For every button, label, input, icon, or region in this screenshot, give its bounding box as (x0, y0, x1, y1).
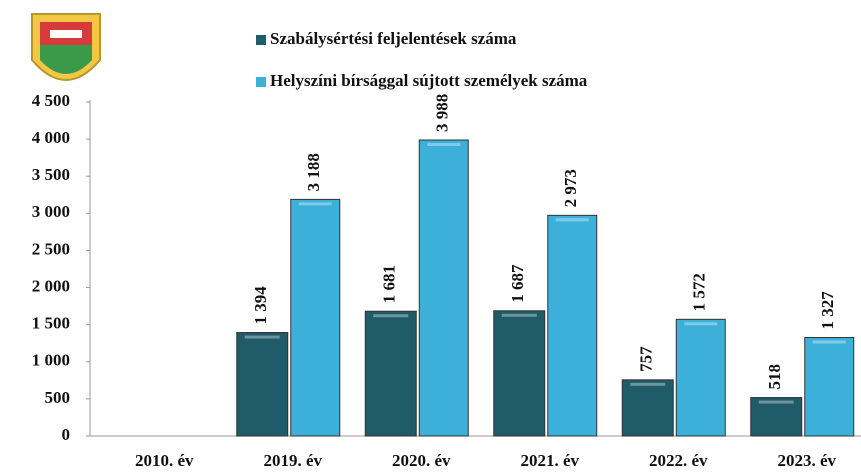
value-label: 1 327 (818, 291, 837, 330)
bar (237, 333, 288, 436)
x-tick-label: 2020. év (392, 451, 451, 470)
y-tick-label: 3 500 (32, 165, 70, 184)
bar-highlight (245, 336, 280, 339)
y-tick-label: 500 (45, 388, 71, 407)
bar (365, 311, 416, 436)
value-label: 1 687 (508, 264, 527, 303)
y-tick-label: 0 (62, 425, 71, 444)
bar-highlight (299, 202, 332, 205)
x-tick-label: 2010. év (135, 451, 194, 470)
y-tick-label: 1 500 (32, 314, 70, 333)
bar-highlight (684, 322, 717, 325)
value-label: 3 188 (304, 153, 323, 191)
x-tick-label: 2019. év (263, 451, 322, 470)
bar-highlight (813, 341, 846, 344)
bar (494, 311, 545, 436)
bar (676, 319, 725, 436)
bar (548, 215, 597, 436)
value-label: 1 394 (251, 286, 270, 325)
bar (805, 338, 854, 436)
bar-highlight (427, 143, 460, 146)
x-tick-label: 2022. év (649, 451, 708, 470)
value-label: 757 (637, 346, 656, 372)
value-label: 1 572 (690, 273, 709, 311)
bar-highlight (502, 314, 537, 317)
value-label: 1 681 (380, 265, 399, 303)
bar-highlight (373, 314, 408, 317)
legend-marker (256, 77, 266, 87)
y-tick-label: 2 000 (32, 276, 70, 295)
value-label: 2 973 (561, 169, 580, 207)
logo (32, 14, 100, 80)
x-tick-label: 2021. év (520, 451, 579, 470)
legend-label: Szabálysértési feljelentések száma (270, 29, 517, 48)
bar-highlight (759, 401, 794, 404)
bar-highlight (630, 383, 665, 386)
bar-highlight (556, 218, 589, 221)
y-tick-label: 4 000 (32, 128, 70, 147)
y-tick-label: 2 500 (32, 239, 70, 258)
value-label: 3 988 (433, 94, 452, 132)
bar (419, 140, 468, 436)
chart: 0 500 1 000 1 500 2 000 2 500 3 000 3 500 4 000 4… (0, 0, 861, 473)
x-tick-label: 2023. év (777, 451, 836, 470)
y-tick-label: 3 000 (32, 202, 70, 221)
bar (291, 199, 340, 436)
legend-marker (256, 35, 266, 45)
bar (622, 380, 673, 436)
legend-label: Helyszíni bírsággal sújtott személyek sz… (270, 71, 588, 90)
value-label: 518 (765, 364, 784, 390)
y-tick-label: 4 500 (32, 91, 70, 110)
y-tick-label: 1 000 (32, 351, 70, 370)
